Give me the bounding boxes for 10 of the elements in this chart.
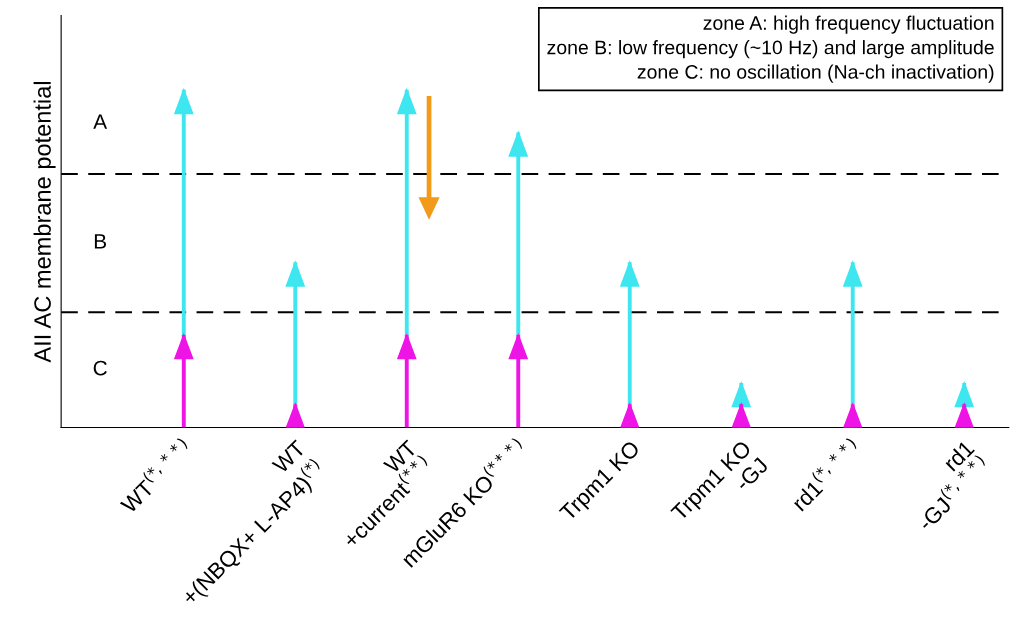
x-tick-label: WT$^{(*,**)}$ [116, 436, 194, 515]
y-axis-title: AII AC membrane potential [33, 82, 56, 363]
x-tick-label: rd1$^{(*,**)}$ [788, 436, 863, 512]
annotation: A [93, 114, 108, 129]
text: zone B: low frequency (~10 Hz) and large amplitude [547, 40, 994, 59]
text: zone C: no oscillation (Na-ch inactivation) [637, 64, 994, 83]
annotation: B [94, 234, 107, 249]
annotation: C [93, 360, 107, 376]
x-tick-label: rd1 -GJ$^{(*,**)}$ [913, 439, 992, 532]
text: zone A: high frequency fluctuation [703, 15, 994, 34]
